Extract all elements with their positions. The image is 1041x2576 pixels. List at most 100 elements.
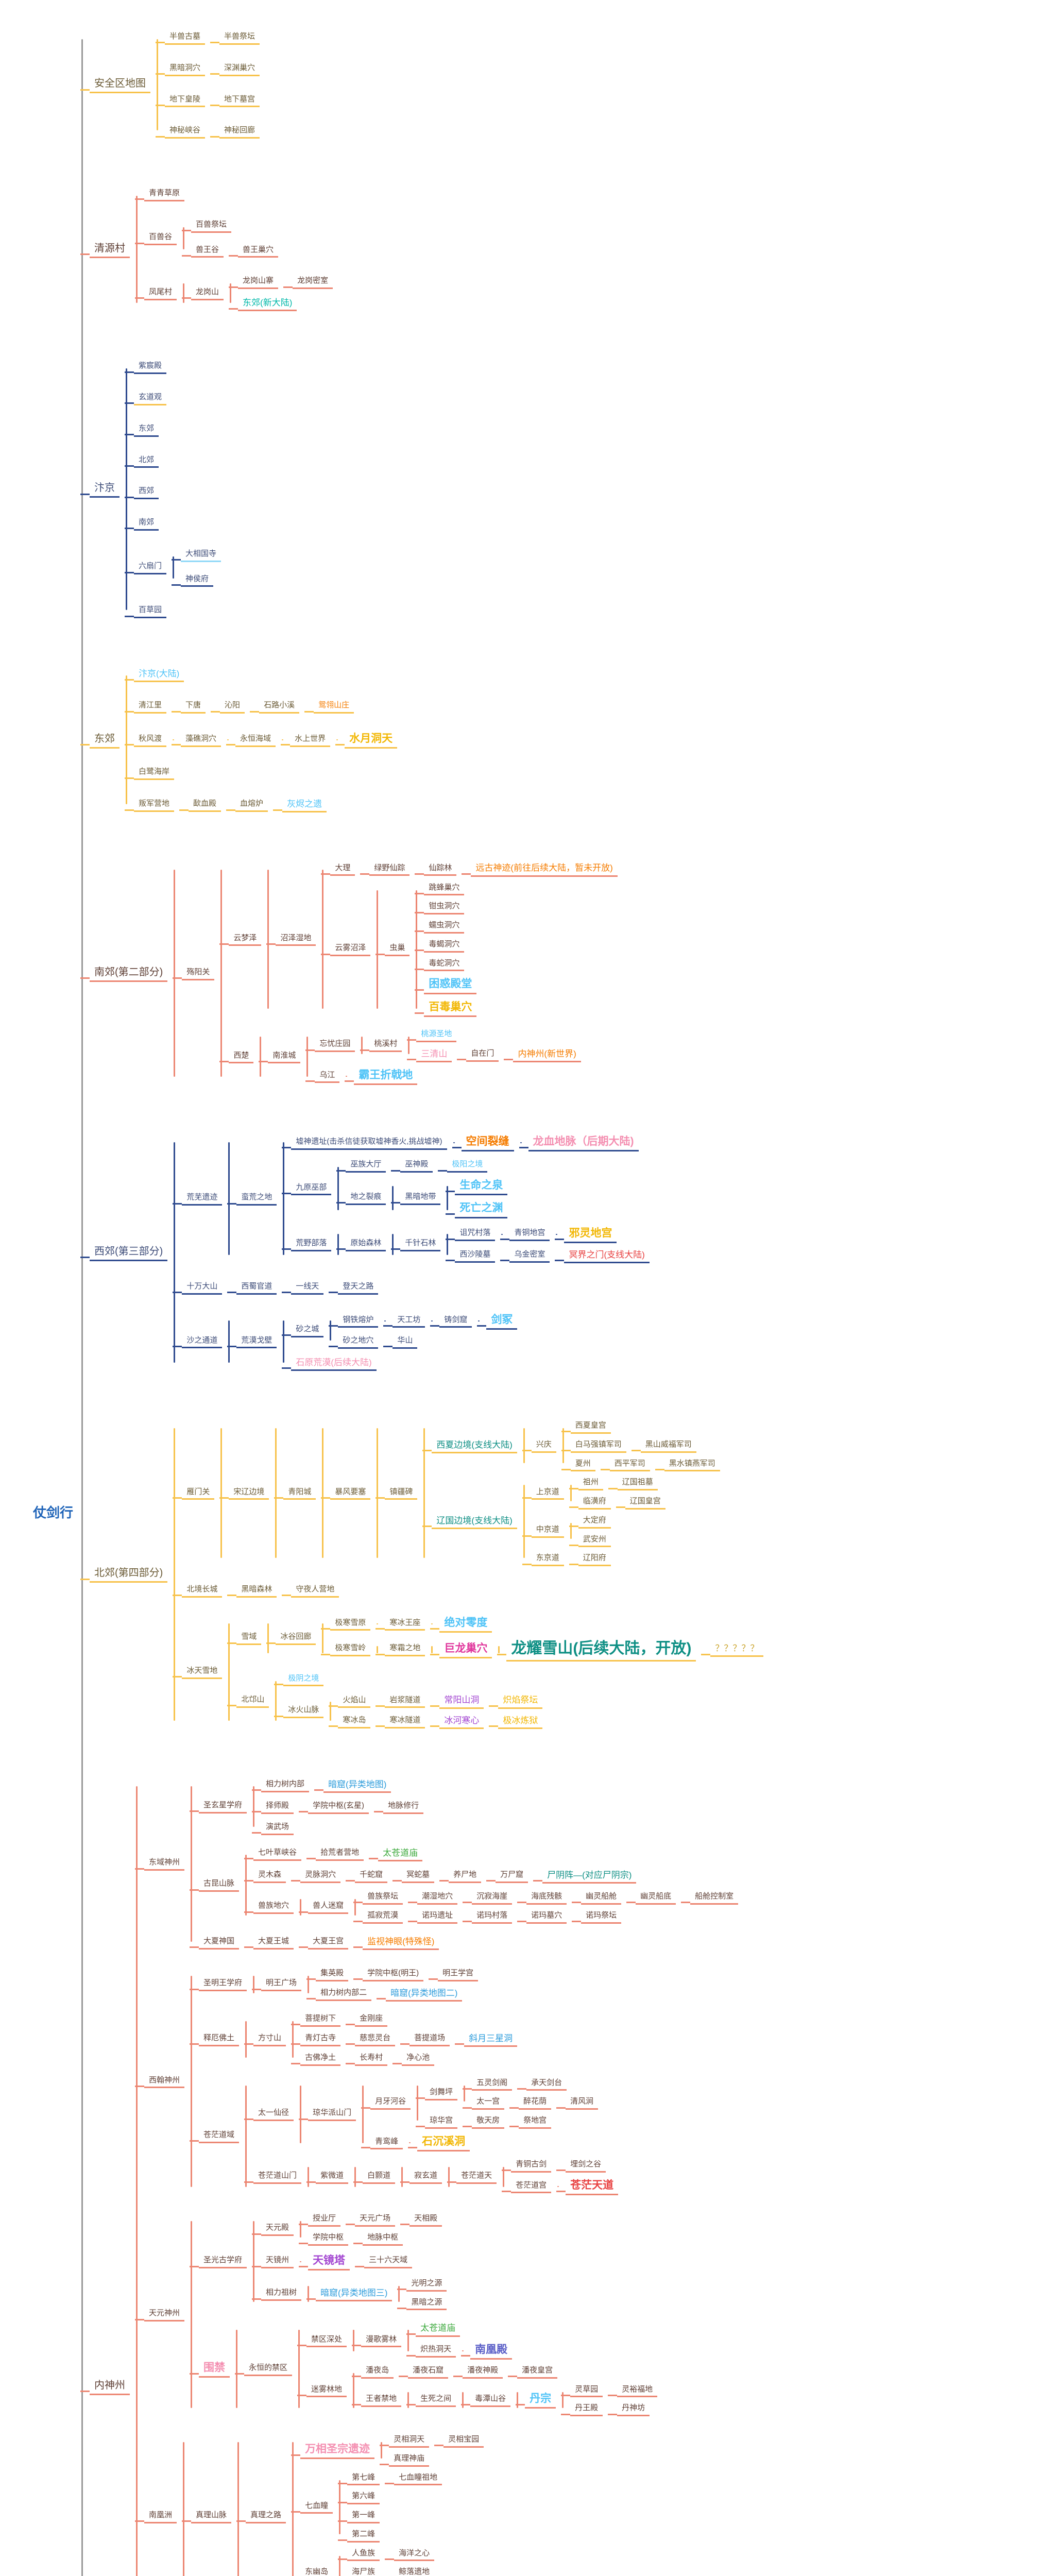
mindmap-node[interactable]: 冰河寒心 [439,1714,484,1729]
mindmap-node[interactable]: 兽王谷 [191,244,224,258]
mindmap-node[interactable]: 海洋之心 [394,2548,435,2562]
mindmap-node[interactable]: 火焰山 [338,1694,371,1708]
mindmap-node[interactable]: 海底残骸 [526,1891,567,1905]
mindmap-node[interactable]: 寒冰王座 [385,1617,425,1631]
mindmap-node[interactable]: 半兽祭坛 [219,31,260,45]
mindmap-node[interactable]: 神侯府 [181,573,214,587]
mindmap-node[interactable]: 敬天房 [472,2115,505,2129]
mindmap-node[interactable]: 绝对零度 [439,1615,492,1633]
mindmap-node[interactable]: 三清山 [416,1047,452,1062]
mindmap-node[interactable]: 岩浆隧道 [385,1694,425,1708]
mindmap-node[interactable]: 内神州(新世界) [513,1047,581,1062]
mindmap-node[interactable]: 大夏神国 [199,1936,240,1950]
mindmap-node[interactable]: 黑水镇燕军司 [664,1458,720,1472]
mindmap-node[interactable]: 学院中枢(玄星) [308,1800,369,1814]
mindmap-node[interactable]: 镇疆碑 [385,1486,418,1500]
mindmap-node[interactable]: 大相国寺 [181,548,221,562]
mindmap-node[interactable]: 明王广场 [261,1977,302,1992]
mindmap-node[interactable]: 辽国皇宫 [625,1496,665,1510]
mindmap-node[interactable]: 真理之路 [246,2510,286,2523]
mindmap-node[interactable]: 龙岗山 [191,286,224,300]
mindmap-node[interactable]: 金刚座 [355,2013,388,2027]
mindmap-node[interactable]: 毒潭山谷 [470,2393,511,2407]
branch-node[interactable]: 内神州 [90,2378,130,2395]
mindmap-node[interactable]: 黑暗地带 [400,1191,441,1205]
mindmap-node[interactable]: 潘夜神殿 [463,2365,503,2379]
mindmap-node[interactable]: 常阳山洞 [439,1693,484,1709]
mindmap-node[interactable]: 砂之地穴 [338,1335,379,1349]
mindmap-node[interactable]: 潘夜皇宫 [517,2365,558,2379]
mindmap-node[interactable]: 地下皇陵 [165,94,206,108]
root-node[interactable]: 仗剑行 [33,1505,74,1521]
mindmap-node[interactable]: 大定府 [578,1515,611,1529]
mindmap-node[interactable]: 西夏皇宫 [570,1420,611,1434]
mindmap-node[interactable]: 天元神州 [144,2308,185,2321]
mindmap-node[interactable]: 七血瞳 [300,2500,333,2514]
mindmap-node[interactable]: 光明之源 [406,2278,447,2292]
mindmap-node[interactable]: 菩提道场 [409,2032,450,2046]
mindmap-node[interactable]: 天相殿 [409,2213,442,2227]
mindmap-node[interactable]: 七叶草峡谷 [253,1847,302,1861]
mindmap-node[interactable]: 永恒的禁区 [244,2362,293,2376]
mindmap-node[interactable]: 生死之间 [416,2393,456,2407]
mindmap-node[interactable]: 明王学宫 [438,1968,479,1981]
mindmap-node[interactable]: 千蛇窟 [355,1869,388,1883]
mindmap-node[interactable]: 清江里 [134,700,167,714]
mindmap-node[interactable]: 登天之路 [338,1281,379,1295]
mindmap-node[interactable]: 百草园 [134,604,167,618]
mindmap-node[interactable]: 兽族祭坛 [363,1891,403,1905]
mindmap-node[interactable]: 困惑殿堂 [424,976,477,994]
mindmap-node[interactable]: 承天剑台 [526,2077,567,2091]
mindmap-node[interactable]: 水月洞天 [345,731,398,749]
mindmap-node[interactable]: 自在门 [466,1048,499,1062]
mindmap-node[interactable]: 幽灵船底 [636,1891,676,1905]
mindmap-node[interactable]: 青灯古寺 [300,2032,341,2046]
mindmap-node[interactable]: 天工坊 [392,1314,425,1328]
mindmap-node[interactable]: 地脉中枢 [363,2232,403,2246]
mindmap-node[interactable]: 第六峰 [347,2490,380,2504]
mindmap-node[interactable]: 钢铁熔炉 [338,1314,379,1328]
mindmap-node[interactable]: 辽国祖墓 [617,1477,658,1490]
mindmap-node[interactable]: 白颢道 [363,2170,396,2184]
mindmap-node[interactable]: 拾荒者营地 [316,1847,364,1861]
branch-node[interactable]: 东郊 [90,732,120,749]
mindmap-node[interactable]: 北境长城 [182,1584,223,1598]
mindmap-node[interactable]: 南凰洲 [144,2510,177,2523]
branch-node[interactable]: 西郊(第三部分) [90,1244,168,1261]
mindmap-node[interactable]: 沙之通道 [182,1335,223,1349]
mindmap-node[interactable]: 冰谷回廊 [276,1631,316,1645]
mindmap-node[interactable]: 潮湿地穴 [417,1891,458,1905]
mindmap-node[interactable]: 钳虫洞穴 [424,901,465,914]
mindmap-node[interactable]: 极寒雪岭 [330,1642,371,1657]
mindmap-node[interactable]: 诺玛村落 [472,1910,513,1924]
mindmap-node[interactable]: 剑冢 [486,1312,518,1330]
mindmap-node[interactable]: 石路小溪 [259,700,300,714]
mindmap-node[interactable]: 玄道观 [134,392,167,405]
mindmap-node[interactable]: 仙踪林 [424,862,457,876]
mindmap-node[interactable]: 古昆山脉 [199,1878,240,1892]
mindmap-node[interactable]: 第一峰 [347,2510,380,2523]
mindmap-node[interactable]: 诺玛墓穴 [526,1910,567,1924]
mindmap-node[interactable]: 鲸落遗地 [394,2566,434,2576]
mindmap-node[interactable]: 白马强镇军司 [570,1439,626,1453]
mindmap-node[interactable]: 黑暗之源 [406,2297,447,2311]
mindmap-node[interactable]: 埋剑之谷 [566,2159,606,2173]
mindmap-node[interactable]: 大夏王宫 [308,1936,349,1950]
mindmap-node[interactable]: 沼泽湿地 [276,933,316,946]
mindmap-node[interactable]: 荒野部落 [291,1238,332,1251]
mindmap-node[interactable]: 西郊 [134,485,159,499]
mindmap-node[interactable]: 南凰殿 [470,2342,513,2360]
mindmap-node[interactable]: 荒漠戈壁 [236,1335,277,1349]
mindmap-node[interactable]: 黑山威福军司 [640,1439,696,1453]
mindmap-node[interactable]: 东幽岛 [300,2566,333,2576]
mindmap-node[interactable]: 炽焰祭坛 [498,1693,543,1709]
mindmap-node[interactable]: 龙耀雪山(后续大陆，开放) [506,1638,696,1662]
mindmap-node[interactable]: 寂玄道 [409,2170,442,2184]
mindmap-node[interactable]: 墟神遗址(击杀信徒获取墟神香火,挑战墟神) [291,1136,447,1150]
mindmap-node[interactable]: 监视神眼(特殊怪) [363,1935,439,1950]
mindmap-node[interactable]: 十万大山 [182,1281,223,1295]
mindmap-node[interactable]: 雪域 [236,1631,262,1645]
mindmap-node[interactable]: 菩提树下 [300,2013,341,2027]
mindmap-node[interactable]: 荒芜遗迹 [182,1192,223,1206]
mindmap-node[interactable]: 青阳城 [283,1486,316,1500]
